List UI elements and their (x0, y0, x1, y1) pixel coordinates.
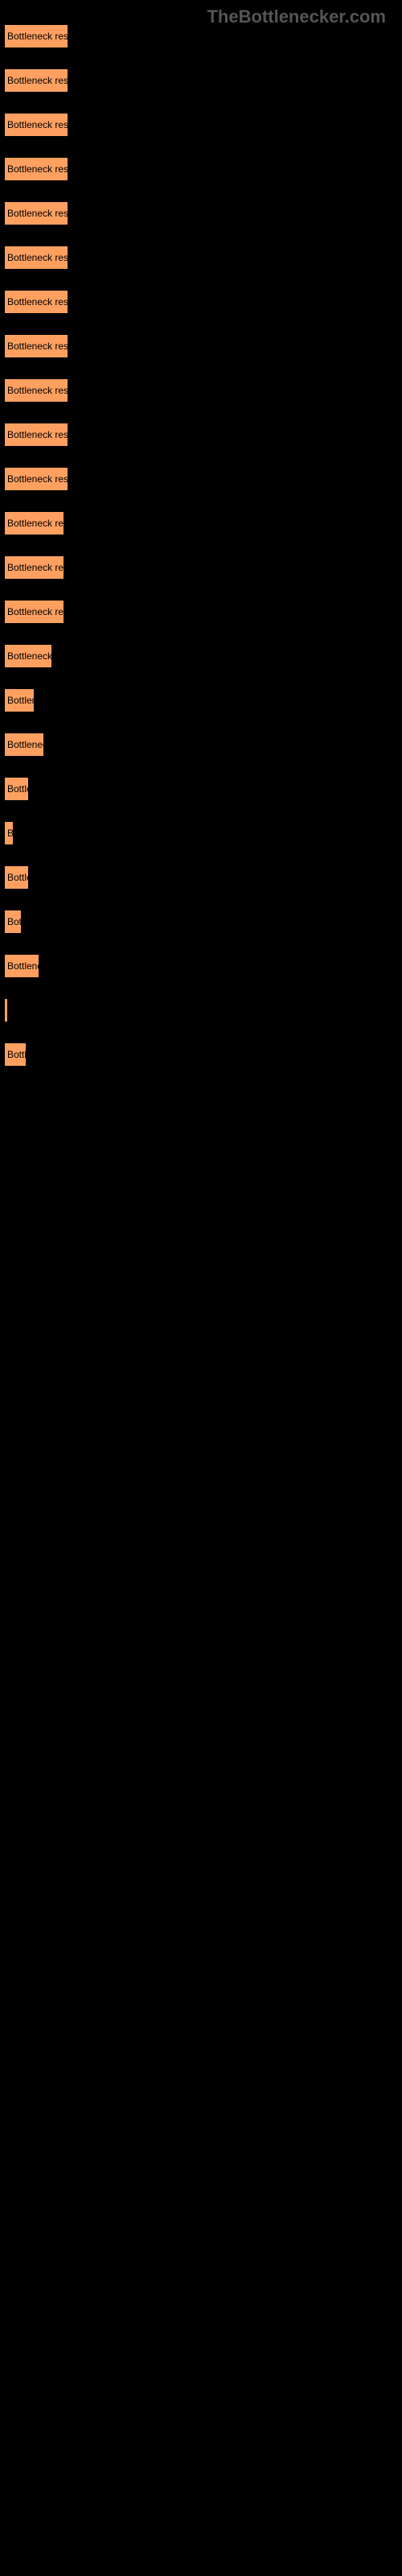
bar-label: Bottleneck result (7, 31, 68, 42)
bar: Bottlen (4, 688, 35, 712)
bar: Bottleneck result (4, 334, 68, 358)
bar: Bottleneck result (4, 157, 68, 181)
bar-row: Bot (4, 910, 402, 934)
bar-label: Bottlene (7, 960, 39, 972)
bar-label: Bottle (7, 783, 29, 795)
bar-row: Bottlene (4, 954, 402, 978)
bar: Bottleneck resul (4, 555, 64, 580)
bar-row: Bottleneck r (4, 644, 402, 668)
bar-row: Bottleneck result (4, 24, 402, 48)
bar-row: Bottleneck result (4, 157, 402, 181)
bar-chart: Bottleneck result Bottleneck result Bottle… (0, 0, 402, 1067)
bar: Bottleneck r (4, 644, 52, 668)
bar-label: Bottleneck (7, 739, 44, 750)
bar-label: Bottleneck resul (7, 518, 64, 529)
bar: Bottleneck result (4, 423, 68, 447)
bar: Bottleneck result (4, 201, 68, 225)
bar: Bottleneck result (4, 24, 68, 48)
bar-row: Bottleneck (4, 733, 402, 757)
bar: Bottleneck result (4, 378, 68, 402)
bar: Bottleneck (4, 733, 44, 757)
bar: Bottleneck result (4, 113, 68, 137)
bar: Bottleneck result (4, 290, 68, 314)
bar (4, 998, 8, 1022)
bar-label: Bottleneck result (7, 296, 68, 308)
bar-label: Bottleneck result (7, 252, 68, 263)
bar-label: Bottleneck result (7, 385, 68, 396)
bar-label: Bottleneck result (7, 163, 68, 175)
bar: Bottleneck result (4, 467, 68, 491)
bar: Bottleneck resul (4, 511, 64, 535)
bar-row: Bottleneck result (4, 113, 402, 137)
watermark-text: TheBottlenecker.com (207, 6, 386, 27)
bar-row: Bottleneck result (4, 290, 402, 314)
bar-row: Bottleneck result (4, 201, 402, 225)
bar-label: B (7, 828, 14, 839)
bar-row: B (4, 821, 402, 845)
bar-row: Bottleneck result (4, 467, 402, 491)
bar-row: Bottleneck result (4, 378, 402, 402)
bar-label: Bottle (7, 872, 29, 883)
bar-row: Bottle (4, 865, 402, 890)
bar-label: Bottleneck result (7, 208, 68, 219)
bar-label: Bottleneck result (7, 473, 68, 485)
bar-row: Bottleneck result (4, 334, 402, 358)
bar: Bottle (4, 865, 29, 890)
bar-row: Bottl (4, 1042, 402, 1067)
bar-row: Bottleneck result (4, 246, 402, 270)
bar: B (4, 821, 14, 845)
bar-label: Bottlen (7, 695, 35, 706)
bar: Bottleneck result (4, 246, 68, 270)
bar: Bottl (4, 1042, 27, 1067)
bar-row: Bottleneck resul (4, 600, 402, 624)
bar-row: Bottle (4, 777, 402, 801)
bar-row: Bottleneck resul (4, 555, 402, 580)
bar-label: Bottl (7, 1049, 27, 1060)
bar-label: Bottleneck result (7, 341, 68, 352)
bar-row: Bottleneck result (4, 68, 402, 93)
bar-label: Bottleneck resul (7, 606, 64, 617)
bar-label: Bottleneck result (7, 429, 68, 440)
bar-label: Bottleneck resul (7, 562, 64, 573)
bar-row: Bottlen (4, 688, 402, 712)
bar-label: Bottleneck result (7, 119, 68, 130)
bar-label: Bottleneck r (7, 650, 52, 662)
bar-row (4, 998, 402, 1022)
bar: Bottlene (4, 954, 39, 978)
bar: Bottle (4, 777, 29, 801)
bar: Bot (4, 910, 22, 934)
bar-row: Bottleneck result (4, 423, 402, 447)
bar-label: Bot (7, 916, 22, 927)
bar: Bottleneck result (4, 68, 68, 93)
bar-label: Bottleneck result (7, 75, 68, 86)
bar: Bottleneck resul (4, 600, 64, 624)
bar-row: Bottleneck resul (4, 511, 402, 535)
